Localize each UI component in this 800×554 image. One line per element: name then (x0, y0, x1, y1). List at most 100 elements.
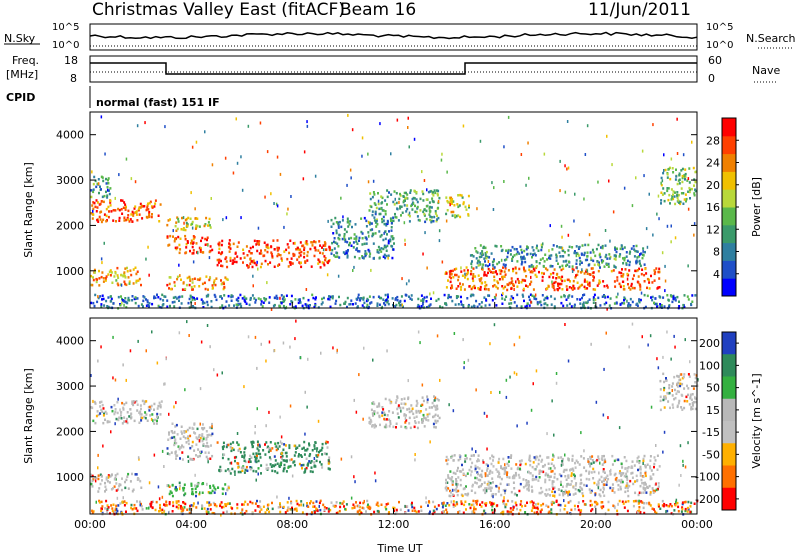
heatmap-cell (612, 269, 615, 272)
heatmap-cell (595, 459, 598, 463)
heatmap-cell (233, 304, 235, 307)
heatmap-cell (112, 487, 115, 490)
heatmap-cell (128, 415, 131, 418)
heatmap-cell (115, 507, 118, 511)
heatmap-cell (387, 302, 390, 306)
heatmap-cell (287, 246, 290, 249)
heatmap-cell (471, 461, 474, 465)
heatmap-cell (188, 283, 191, 287)
heatmap-cell (659, 303, 662, 306)
heatmap-cell (683, 174, 685, 177)
heatmap-cell (221, 445, 224, 449)
heatmap-cell (515, 372, 518, 376)
heatmap-cell (417, 303, 420, 307)
heatmap-cell (171, 494, 174, 498)
heatmap-cell (204, 445, 207, 448)
heatmap-cell (97, 474, 100, 477)
heatmap-cell (659, 388, 662, 391)
heatmap-cell (577, 505, 579, 508)
heatmap-cell (602, 259, 605, 263)
heatmap-cell (206, 294, 209, 298)
heatmap-cell (583, 449, 585, 453)
heatmap-cell (290, 195, 292, 198)
heatmap-cell (681, 506, 684, 509)
nsearch-label: N.Search (746, 32, 796, 45)
heatmap-cell (352, 303, 354, 306)
heatmap-cell (363, 499, 365, 503)
heatmap-cell (394, 212, 396, 216)
heatmap-cell (592, 298, 595, 301)
heatmap-cell (373, 402, 376, 406)
heatmap-cell (294, 305, 297, 308)
heatmap-cell (447, 487, 450, 490)
heatmap-cell (202, 306, 205, 309)
heatmap-cell (211, 489, 214, 493)
heatmap-cell (602, 490, 604, 494)
heatmap-cell (104, 277, 107, 280)
heatmap-cell (483, 481, 486, 484)
heatmap-cell (220, 243, 223, 247)
heatmap-cell (380, 207, 383, 210)
heatmap-cell (330, 501, 333, 504)
heatmap-cell (175, 486, 177, 489)
heatmap-cell (120, 283, 123, 287)
heatmap-cell (529, 500, 532, 504)
heatmap-cell (523, 299, 525, 303)
heatmap-cell (189, 217, 192, 220)
heatmap-cell (615, 295, 618, 299)
heatmap-cell (459, 215, 462, 219)
heatmap-cell (288, 446, 291, 450)
heatmap-cell (372, 295, 375, 299)
heatmap-cell (656, 287, 659, 290)
heatmap-cell (478, 287, 481, 291)
heatmap-cell (640, 478, 643, 482)
heatmap-cell (625, 262, 628, 265)
heatmap-cell (583, 253, 586, 257)
heatmap-cell (353, 265, 355, 269)
heatmap-cell (163, 503, 165, 506)
heatmap-cell (166, 447, 169, 450)
heatmap-cell (678, 182, 681, 185)
heatmap-cell (449, 280, 452, 284)
heatmap-cell (621, 500, 624, 503)
heatmap-cell (664, 279, 667, 283)
heatmap-cell (513, 301, 516, 304)
heatmap-cell (476, 261, 479, 265)
heatmap-cell (92, 276, 94, 279)
heatmap-cell (405, 426, 408, 430)
heatmap-cell (258, 505, 261, 508)
heatmap-cell (532, 503, 534, 507)
heatmap-cell (311, 470, 314, 474)
heatmap-cell (95, 280, 98, 284)
heatmap-cell (518, 335, 521, 339)
heatmap-cell (131, 299, 134, 302)
heatmap-cell (518, 459, 521, 463)
heatmap-cell (109, 204, 112, 207)
heatmap-cell (510, 456, 512, 459)
heatmap-cell (633, 286, 636, 290)
heatmap-cell (530, 263, 533, 267)
heatmap-cell (272, 304, 275, 308)
colorbar-swatch (722, 207, 736, 226)
heatmap-cell (165, 500, 168, 503)
heatmap-cell (368, 421, 371, 425)
heatmap-cell (589, 504, 592, 507)
heatmap-cell (222, 287, 225, 291)
heatmap-cell (256, 440, 259, 443)
heatmap-cell (120, 208, 123, 211)
heatmap-cell (373, 216, 376, 219)
heatmap-cell (501, 277, 504, 281)
heatmap-cell (470, 287, 473, 291)
heatmap-cell (187, 435, 190, 438)
heatmap-cell (348, 303, 351, 306)
heatmap-cell (345, 251, 348, 255)
heatmap-cell (552, 501, 555, 505)
heatmap-cell (528, 456, 531, 459)
heatmap-cell (298, 298, 301, 301)
heatmap-cell (358, 509, 361, 512)
heatmap-cell (591, 459, 594, 462)
heatmap-cell (355, 237, 358, 240)
heatmap-cell (543, 302, 546, 306)
heatmap-cell (641, 335, 643, 339)
heatmap-cell (416, 200, 419, 204)
